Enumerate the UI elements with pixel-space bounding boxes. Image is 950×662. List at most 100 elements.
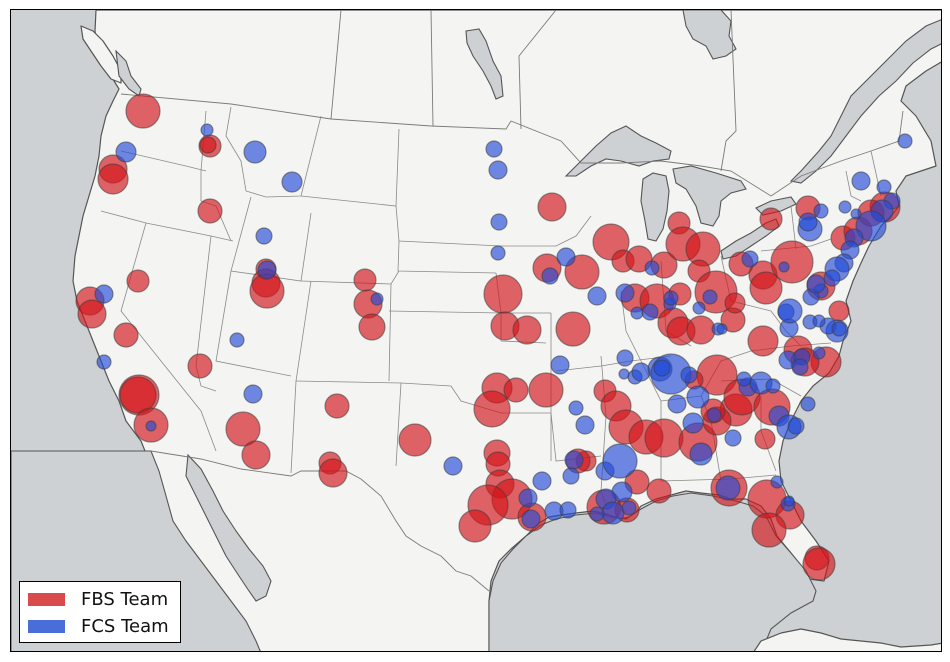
fbs-team-bubble: [113, 322, 139, 348]
fcs-team-bubble: [243, 384, 263, 404]
gulf-of-mexico: [488, 492, 817, 651]
fcs-swatch-icon: [28, 619, 65, 633]
fcs-team-bubble: [243, 140, 267, 164]
fcs-team-bubble: [876, 179, 892, 195]
fbs-team-bubble: [754, 428, 776, 450]
fcs-team-bubble: [680, 366, 698, 384]
fcs-team-bubble: [800, 396, 816, 412]
fcs-team-bubble: [200, 123, 214, 137]
us-mexico-border: [150, 450, 490, 592]
fcs-team-bubble: [443, 456, 463, 476]
lake-winnipeg: [465, 28, 504, 100]
fcs-team-bubble: [689, 442, 713, 466]
fbs-swatch-icon: [28, 592, 65, 606]
fcs-team-bubble: [644, 260, 660, 276]
fbs-team-bubble: [686, 315, 716, 345]
fcs-team-bubble: [663, 290, 679, 306]
fcs-team-bubble: [706, 407, 722, 423]
fbs-team-bubble: [358, 313, 386, 341]
fbs-team-bubble: [398, 423, 432, 457]
vancouver-island: [80, 25, 122, 84]
fbs-team-bubble: [199, 136, 217, 154]
fcs-team-bubble: [823, 269, 841, 287]
province-border: [720, 10, 737, 172]
fcs-team-bubble: [806, 274, 826, 294]
legend-label-fbs: FBS Team: [81, 588, 169, 610]
fcs-team-bubble: [488, 160, 508, 180]
fcs-team-bubble: [724, 429, 742, 447]
fcs-team-bubble: [653, 359, 671, 377]
fcs-team-bubble: [615, 283, 635, 303]
fcs-team-bubble: [831, 321, 847, 337]
fcs-team-bubble: [229, 332, 245, 348]
fcs-team-bubble: [94, 284, 114, 304]
fbs-team-bubble: [770, 240, 814, 284]
fcs-team-bubble: [621, 500, 637, 516]
fcs-team-bubble: [851, 171, 871, 191]
fbs-team-bubble: [473, 390, 511, 428]
fcs-team-bubble: [96, 354, 112, 370]
fbs-team-bubble: [197, 198, 223, 224]
puget-sound: [115, 49, 142, 97]
fcs-team-bubble: [813, 203, 829, 219]
fbs-team-bubble: [353, 268, 377, 292]
fbs-team-bubble: [828, 300, 850, 322]
fcs-team-bubble: [532, 471, 552, 491]
fcs-team-bubble: [490, 245, 506, 261]
fcs-team-bubble: [741, 250, 759, 268]
fcs-team-bubble: [575, 415, 595, 435]
fcs-team-bubble: [897, 133, 913, 149]
fbs-team-bubble: [119, 376, 157, 414]
lake-superior: [564, 125, 672, 177]
fcs-team-bubble: [601, 501, 625, 525]
fcs-team-bubble: [562, 467, 580, 485]
province-border: [330, 10, 342, 120]
fcs-team-bubble: [736, 371, 752, 387]
fcs-team-bubble: [798, 212, 818, 232]
fbs-team-bubble: [751, 512, 787, 548]
fcs-team-bubble: [616, 349, 634, 367]
fcs-team-bubble: [370, 292, 384, 306]
legend-item-fbs: FBS Team: [28, 588, 169, 610]
fcs-team-bubble: [602, 443, 638, 479]
province-border: [518, 10, 557, 130]
fcs-team-bubble: [587, 286, 607, 306]
legend-item-fcs: FCS Team: [28, 615, 169, 637]
us-map: [11, 10, 941, 651]
fcs-team-bubble: [518, 488, 538, 508]
fcs-team-bubble: [559, 501, 577, 519]
fcs-team-bubble: [838, 200, 852, 214]
fcs-team-bubble: [485, 140, 503, 158]
james-bay: [682, 10, 737, 60]
fcs-team-bubble: [791, 358, 809, 376]
fcs-team-bubble: [631, 362, 651, 382]
fbs-team-bubble: [126, 269, 150, 293]
fbs-team-bubble: [555, 311, 591, 347]
fcs-team-bubble: [765, 378, 781, 394]
fcs-team-bubble: [855, 210, 887, 242]
province-border: [430, 10, 434, 127]
fcs-team-bubble: [490, 213, 508, 231]
fbs-team-bubble: [503, 377, 529, 403]
fcs-team-bubble: [777, 298, 803, 324]
fcs-team-bubble: [564, 450, 584, 470]
legend-label-fcs: FCS Team: [81, 615, 169, 637]
fcs-team-bubble: [556, 247, 576, 267]
us-canada-border: [120, 93, 904, 197]
st-lawrence-gulf: [789, 19, 941, 184]
fbs-team-bubble: [324, 393, 350, 419]
fcs-team-bubble: [770, 475, 784, 489]
lake-huron: [672, 165, 747, 227]
fbs-team-bubble: [759, 207, 783, 231]
fcs-team-bubble: [682, 412, 704, 434]
fcs-team-bubble: [667, 394, 687, 414]
fcs-team-bubble: [692, 301, 706, 315]
fbs-team-bubble: [528, 372, 564, 408]
fcs-team-bubble: [716, 323, 728, 335]
fcs-team-bubble: [686, 385, 710, 409]
fcs-team-bubble: [589, 506, 605, 522]
cuba: [753, 628, 941, 651]
fcs-team-bubble: [641, 303, 659, 321]
fbs-team-bubble: [646, 478, 672, 504]
fcs-team-bubble: [115, 141, 137, 163]
